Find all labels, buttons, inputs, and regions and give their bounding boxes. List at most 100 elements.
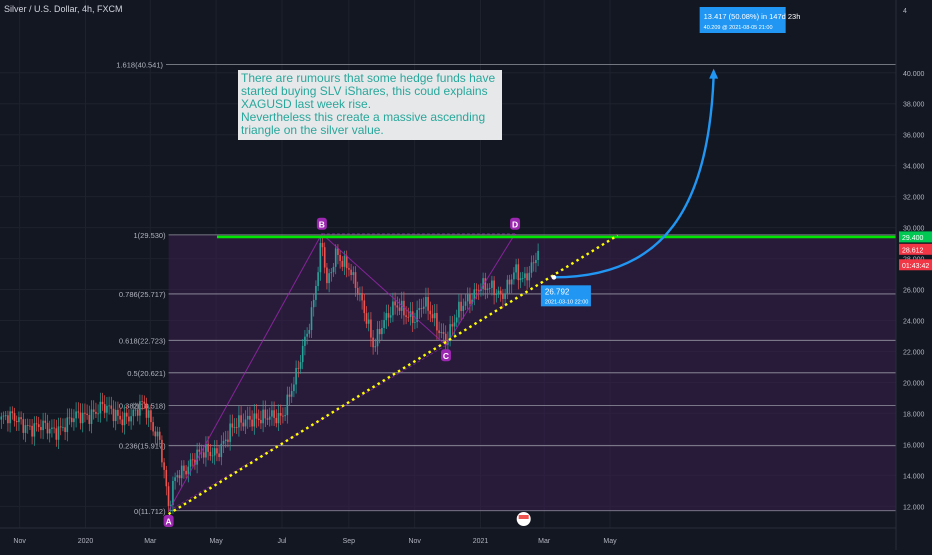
candle — [334, 244, 337, 275]
candle — [376, 321, 379, 355]
candle — [37, 416, 40, 432]
candle-body — [275, 417, 278, 424]
candle — [488, 283, 491, 293]
candle-body — [112, 408, 115, 422]
x-tick-label: 2020 — [78, 538, 94, 545]
candle-body — [532, 262, 535, 264]
candle — [460, 294, 462, 321]
candle — [381, 319, 383, 341]
candle — [253, 404, 256, 435]
candle — [92, 400, 95, 420]
fib-level-label: 1.618(40.541) — [116, 60, 163, 69]
candle-body — [365, 313, 368, 324]
candle-body — [398, 307, 401, 311]
candle — [528, 266, 531, 288]
candle — [466, 287, 469, 310]
candle-body — [438, 330, 440, 334]
candle-body — [7, 415, 9, 424]
candle — [486, 283, 489, 299]
candle-body — [20, 417, 22, 420]
pattern-point-label-c: C — [443, 351, 449, 361]
candle-body — [334, 248, 337, 267]
candle-body — [477, 290, 480, 292]
candle-body — [18, 417, 20, 423]
candle-body — [482, 278, 484, 290]
candle — [141, 394, 143, 411]
candle-body — [128, 416, 130, 422]
candle — [427, 287, 429, 320]
candle-body — [227, 439, 229, 442]
candle-body — [339, 254, 341, 261]
candle — [35, 416, 38, 432]
candle — [121, 411, 124, 433]
candle — [139, 394, 141, 425]
candle-body — [51, 427, 53, 429]
candle — [458, 294, 460, 325]
candle-body — [246, 415, 249, 420]
candle — [191, 453, 194, 467]
candle — [22, 413, 25, 440]
candle — [279, 404, 282, 426]
candle — [235, 418, 238, 434]
candle — [136, 402, 139, 422]
candle — [51, 419, 53, 438]
candle — [161, 435, 163, 468]
candle — [493, 276, 495, 305]
candle — [530, 255, 533, 278]
candle-body — [504, 293, 506, 299]
y-tick-label: 34.000 — [903, 164, 925, 171]
pattern-point-label-b: B — [319, 219, 325, 229]
candle-body — [55, 428, 58, 440]
candle — [299, 355, 302, 374]
candle — [495, 289, 498, 303]
candle — [112, 400, 115, 428]
candle-body — [185, 470, 187, 475]
candle-body — [370, 319, 372, 338]
candle-body — [431, 314, 434, 319]
candle-body — [396, 305, 399, 308]
candle-body — [469, 294, 471, 304]
candle-body — [282, 415, 284, 417]
candle-body — [471, 299, 473, 304]
candle-body — [233, 427, 236, 429]
candle-body — [2, 415, 5, 417]
candle — [77, 402, 80, 419]
candle-body — [242, 422, 245, 427]
pattern-path — [168, 233, 516, 512]
x-tick-label: Mar — [144, 538, 157, 545]
candle-body — [42, 420, 44, 431]
candle-body — [354, 272, 357, 288]
candle — [81, 403, 84, 433]
candle — [422, 297, 425, 314]
candle-body — [444, 333, 447, 345]
candle-body — [66, 417, 69, 433]
candle-body — [372, 337, 374, 348]
candle — [99, 392, 102, 423]
candle-body — [293, 384, 295, 392]
candle — [326, 263, 328, 290]
candle — [7, 410, 9, 432]
candle-body — [22, 419, 25, 433]
candle — [275, 409, 278, 428]
candle-body — [484, 278, 487, 291]
candle-body — [150, 410, 152, 423]
candle-body — [88, 414, 91, 424]
candle-body — [147, 410, 150, 418]
candle-body — [156, 431, 159, 437]
candle — [110, 396, 113, 415]
candle-body — [310, 307, 313, 331]
candle — [440, 323, 443, 339]
candle — [64, 418, 66, 440]
candle-body — [295, 367, 297, 385]
candle — [328, 268, 330, 293]
candle-body — [345, 255, 348, 269]
candle-body — [172, 480, 174, 505]
candle — [44, 412, 47, 430]
candle-body — [304, 336, 306, 346]
candle-body — [15, 420, 18, 423]
candle-body — [378, 329, 381, 335]
projection-end-change: 13.417 (50.08%) in 147d 23h — [704, 12, 801, 21]
candle — [389, 306, 392, 323]
candle-body — [308, 330, 311, 334]
candle — [176, 470, 179, 483]
